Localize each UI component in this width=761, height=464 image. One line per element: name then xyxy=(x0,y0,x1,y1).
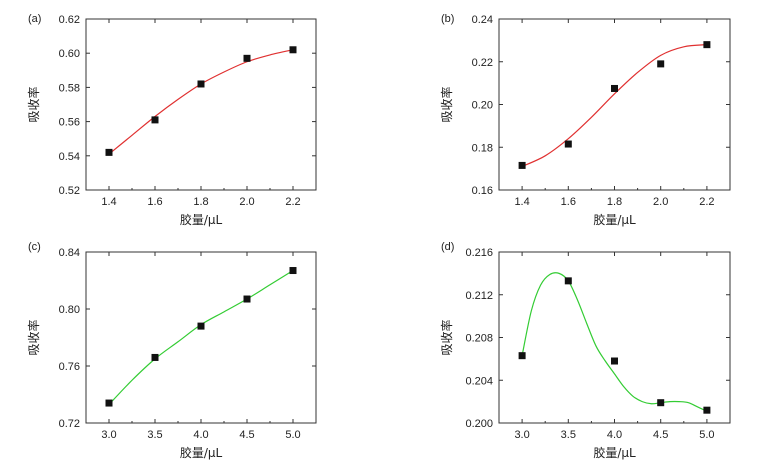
y-tick-label: 0.72 xyxy=(59,418,80,430)
y-tick-label: 0.56 xyxy=(59,117,80,129)
y-tick-label: 0.52 xyxy=(59,185,80,197)
y-tick-label: 0.204 xyxy=(465,375,493,387)
panel-label: (d) xyxy=(441,241,454,253)
y-axis-title: 吸收率 xyxy=(439,86,454,122)
x-axis-title: 胶量/μL xyxy=(593,212,636,227)
x-tick-label: 3.0 xyxy=(514,429,529,441)
y-tick-label: 0.200 xyxy=(465,418,493,430)
x-tick-label: 4.0 xyxy=(193,429,208,441)
y-tick-label: 0.20 xyxy=(472,100,493,112)
y-tick-label: 0.216 xyxy=(465,247,493,259)
panel-label: (c) xyxy=(28,241,41,253)
y-axis-title: 吸收率 xyxy=(439,319,454,355)
x-axis-title: 胶量/μL xyxy=(180,212,223,227)
data-point xyxy=(611,84,618,92)
data-point xyxy=(657,399,665,407)
x-tick-label: 1.4 xyxy=(514,196,529,208)
y-axis-title: 吸收率 xyxy=(26,86,41,122)
y-tick-label: 0.60 xyxy=(59,48,80,60)
chart-panel: (b) 1.4 1.6 1.8 2.0 2.2 0.16 0.18 0.20 0.22 0.24 胶量… xyxy=(439,13,731,227)
data-point xyxy=(151,353,159,361)
x-tick-label: 5.0 xyxy=(285,429,300,441)
data-point xyxy=(289,46,297,54)
x-tick-label: 4.5 xyxy=(239,429,254,441)
x-axis-title: 胶量/μL xyxy=(180,445,223,460)
chart-panel: (d) 3.0 3.5 4.0 4.5 5.0 0.200 0.204 0.208 0.212 0.… xyxy=(439,241,731,460)
y-tick-label: 0.212 xyxy=(465,290,493,302)
data-point xyxy=(657,60,665,68)
x-tick-label: 3.0 xyxy=(101,429,116,441)
data-point xyxy=(564,277,572,285)
data-point xyxy=(105,399,113,407)
y-tick-label: 0.208 xyxy=(465,333,493,345)
fit-curve xyxy=(108,49,294,155)
y-tick-label: 0.24 xyxy=(472,14,493,26)
data-point xyxy=(243,54,251,62)
y-tick-label: 0.54 xyxy=(59,151,80,163)
x-tick-label: 3.5 xyxy=(561,429,576,441)
data-point xyxy=(243,295,251,303)
data-point xyxy=(564,140,572,148)
x-tick-label: 1.4 xyxy=(101,196,116,208)
data-point xyxy=(197,322,205,330)
fit-curve xyxy=(521,44,707,168)
fit-curve xyxy=(108,270,294,405)
x-tick-label: 2.2 xyxy=(699,196,714,208)
x-tick-label: 3.5 xyxy=(147,429,162,441)
fit-curve xyxy=(521,272,708,412)
x-tick-label: 4.5 xyxy=(653,429,668,441)
y-tick-label: 0.62 xyxy=(59,14,80,26)
y-axis-title: 吸收率 xyxy=(26,319,41,355)
chart-panel: (c) 3.0 3.5 4.0 4.5 5.0 0.72 0.76 0.80 0.84 胶量/μL 吸… xyxy=(26,241,317,460)
panel-label: (a) xyxy=(28,13,41,25)
y-tick-label: 0.22 xyxy=(472,57,493,69)
data-point xyxy=(518,161,526,169)
plot-frame xyxy=(498,18,731,191)
data-point xyxy=(611,357,618,365)
data-point xyxy=(197,80,205,88)
chart-panel: (a) 1.4 1.6 1.8 2.0 2.2 0.52 0.54 0.56 0.58 0.60 0.… xyxy=(26,13,317,227)
data-point xyxy=(703,41,711,49)
y-tick-label: 0.18 xyxy=(472,142,493,154)
data-point xyxy=(105,148,113,156)
plot-frame xyxy=(498,251,731,424)
data-point xyxy=(703,406,711,414)
x-axis-title: 胶量/μL xyxy=(593,445,636,460)
x-tick-label: 2.2 xyxy=(285,196,300,208)
x-tick-label: 2.0 xyxy=(653,196,668,208)
plot-frame xyxy=(85,18,317,191)
y-tick-label: 0.16 xyxy=(472,185,493,197)
x-tick-label: 5.0 xyxy=(699,429,714,441)
x-tick-label: 1.8 xyxy=(193,196,208,208)
x-tick-label: 2.0 xyxy=(239,196,254,208)
x-tick-label: 1.6 xyxy=(561,196,576,208)
y-tick-label: 0.84 xyxy=(59,247,80,259)
data-point xyxy=(151,116,159,124)
x-tick-label: 1.6 xyxy=(147,196,162,208)
y-tick-label: 0.58 xyxy=(59,82,80,94)
x-tick-label: 4.0 xyxy=(607,429,622,441)
data-point xyxy=(289,267,297,275)
panel-label: (b) xyxy=(441,13,454,25)
data-point xyxy=(518,352,526,360)
y-tick-label: 0.76 xyxy=(59,361,80,373)
y-tick-label: 0.80 xyxy=(59,304,80,316)
x-tick-label: 1.8 xyxy=(607,196,622,208)
